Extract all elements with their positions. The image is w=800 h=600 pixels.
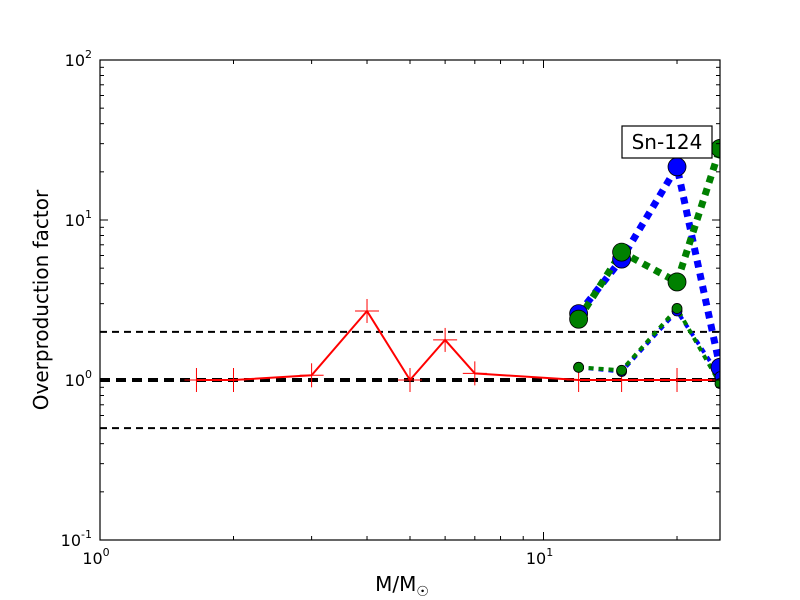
x-tick-label-1: 101: [526, 546, 553, 568]
y-tick-label-2: 101: [65, 208, 92, 230]
y-tick-label-base: 10: [65, 51, 85, 70]
series-2-point-2: [667, 272, 687, 292]
series-4-point-0: [573, 361, 585, 373]
series-1-point-2: [667, 157, 687, 177]
annotation-label: Sn-124: [632, 130, 703, 154]
x-tick-label-0: 100: [82, 546, 109, 568]
y-tick-label-base: 10: [61, 531, 81, 550]
series-0-point-2: [299, 363, 324, 388]
x-tick-label-base: 10: [82, 549, 102, 568]
axis-ticks: [99, 59, 720, 541]
y-tick-label-1: 100: [65, 368, 92, 390]
series-line-2: [575, 147, 720, 322]
series-0-point-4: [398, 368, 422, 392]
series-2-point-1: [612, 242, 632, 262]
x-axis-label-sub: ☉: [416, 584, 429, 600]
y-tick-label-exp: 0: [85, 368, 92, 381]
series-line-1: [575, 157, 720, 369]
series-0-point-6: [462, 361, 487, 386]
x-tick-label-exp: 0: [103, 546, 110, 559]
y-tick-label-3: 102: [65, 48, 92, 70]
annotation-box: Sn-124: [621, 125, 713, 159]
y-tick-label-exp: 2: [85, 48, 92, 61]
series-markers: [184, 139, 720, 392]
x-axis-label: M/M☉: [375, 572, 429, 600]
series-4-point-1: [616, 364, 628, 376]
series-0-point-0: [184, 368, 209, 392]
series-0-point-1: [221, 368, 246, 392]
series-0-point-5: [433, 327, 458, 352]
y-tick-label-exp: -1: [81, 528, 92, 541]
series-4-point-3: [714, 378, 720, 389]
series-line-4: [578, 305, 720, 385]
series-4-point-2: [671, 303, 683, 314]
y-axis-label: Overproduction factor: [29, 189, 53, 410]
y-tick-label-0: 10-1: [61, 528, 92, 550]
x-tick-label-exp: 1: [546, 546, 553, 559]
series-0-point-3: [355, 298, 380, 323]
series-0-point-9: [665, 368, 690, 392]
series-2-point-0: [569, 309, 589, 329]
x-axis-label-main: M/M: [375, 572, 416, 596]
y-tick-label-base: 10: [65, 371, 85, 390]
y-tick-label-base: 10: [65, 211, 85, 230]
x-tick-label-base: 10: [526, 549, 546, 568]
y-tick-label-exp: 1: [85, 208, 92, 221]
plot-area: [100, 60, 720, 540]
